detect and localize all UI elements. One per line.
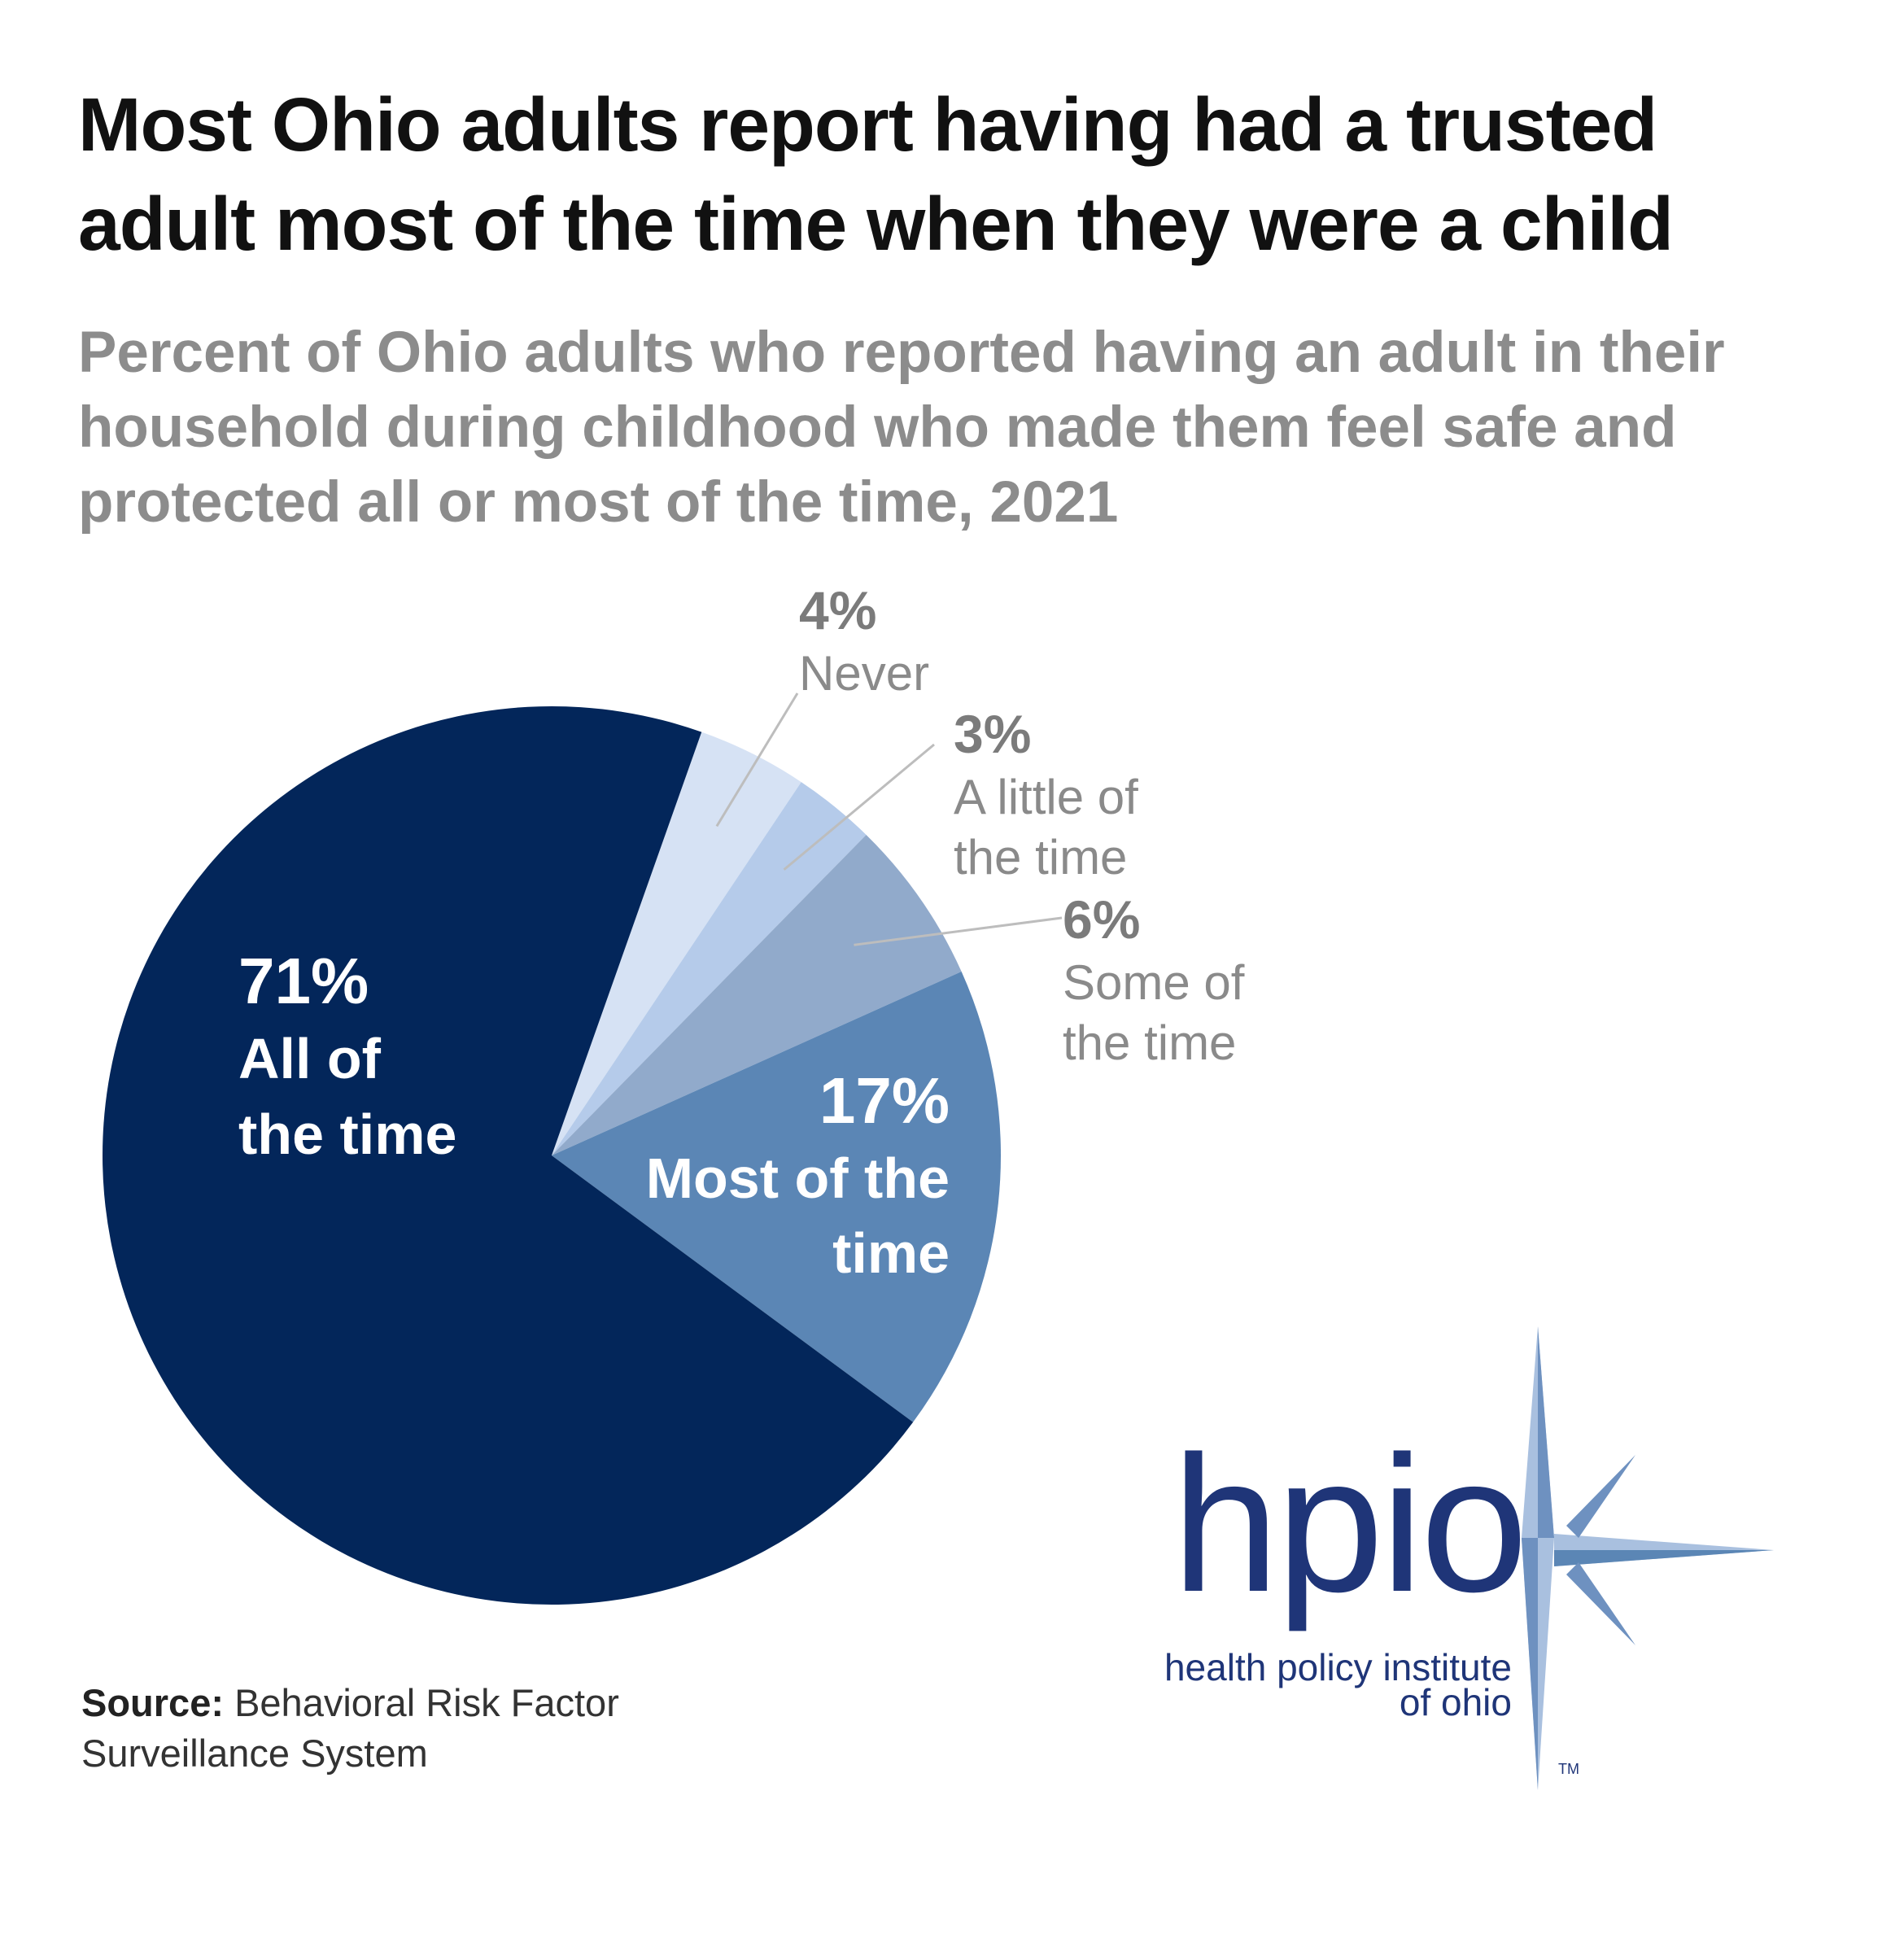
chart-subtitle: Percent of Ohio adults who reported havi…: [78, 321, 1725, 535]
leader-some: [854, 916, 1063, 946]
slice-never: [552, 732, 801, 1155]
label-name-little-line1: A little of: [954, 770, 1138, 824]
source-label: Source:: [81, 1681, 224, 1724]
logo-name-line1: health policy institute: [1164, 1646, 1512, 1688]
slice-all-of-the-time: [102, 706, 914, 1605]
leader-never: [715, 692, 799, 828]
hpio-logo: hpio health policy institute of ohio TM: [1164, 1326, 1774, 1790]
logo-wordmark: hpio: [1172, 1417, 1525, 1632]
leader-a-little: [783, 743, 935, 871]
slice-some-of-the-time: [552, 834, 962, 1155]
label-value-most: 17%: [819, 1064, 950, 1137]
label-name-most-line1: Most of the: [646, 1147, 950, 1210]
label-value-all: 71%: [238, 945, 369, 1017]
label-value-some: 6%: [1063, 889, 1140, 950]
pie-slices: [102, 706, 1001, 1605]
label-name-most-line2: time: [832, 1221, 950, 1285]
label-name-little-line2: the time: [954, 830, 1127, 884]
slice-a-little-of-the-time: [552, 782, 867, 1155]
source-text: Behavioral Risk Factor Surveillance Syst…: [81, 1681, 619, 1775]
leader-lines: [715, 692, 1063, 946]
label-name-some-line1: Some of: [1063, 955, 1245, 1010]
compass-star-icon: [1522, 1326, 1774, 1790]
label-value-never: 4%: [799, 580, 876, 640]
label-name-all-line2: the time: [238, 1103, 456, 1166]
logo-name-line2: of ohio: [1400, 1681, 1512, 1723]
slice-labels: 71% All of the time 17% Most of the time…: [238, 580, 1245, 1285]
label-name-some-line2: the time: [1063, 1015, 1236, 1070]
slice-most-of-the-time: [552, 972, 1001, 1422]
label-name-never: Never: [799, 646, 929, 701]
logo-trademark: TM: [1558, 1761, 1579, 1777]
chart-title: Most Ohio adults report having had a tru…: [78, 82, 1674, 266]
label-value-little: 3%: [954, 704, 1031, 764]
source-note: Source: Behavioral Risk Factor Surveilla…: [81, 1678, 814, 1779]
label-name-all-line1: All of: [238, 1027, 382, 1090]
